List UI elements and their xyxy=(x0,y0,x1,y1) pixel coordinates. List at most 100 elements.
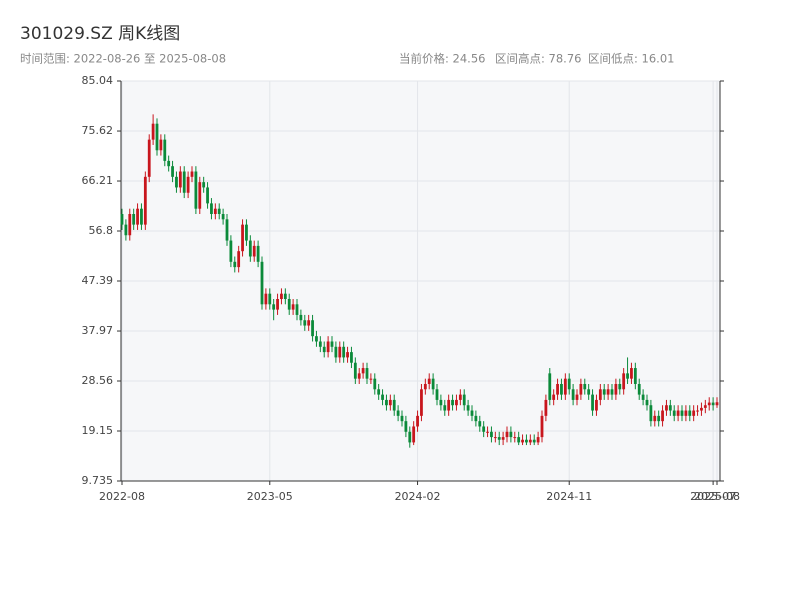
candle-body xyxy=(665,405,668,411)
candle-body xyxy=(439,399,443,406)
candle-body xyxy=(591,394,594,411)
candle-body xyxy=(595,399,598,411)
candle-body xyxy=(661,410,664,422)
candle-body xyxy=(692,410,696,416)
candle-body xyxy=(455,399,458,406)
candle-body xyxy=(560,383,563,395)
candle-body xyxy=(676,410,680,416)
candle-body xyxy=(365,368,369,379)
candle-body xyxy=(633,368,637,384)
candle-body xyxy=(346,352,349,358)
candle-body xyxy=(404,421,408,432)
candle-body xyxy=(412,426,416,443)
candle-body xyxy=(334,346,338,358)
candle-body xyxy=(120,214,124,225)
candle-body xyxy=(587,389,591,395)
stat-current: 当前价格: 24.56 xyxy=(399,52,485,66)
candle-body xyxy=(525,439,528,443)
y-tick-label: 19.15 xyxy=(82,424,114,437)
candle-body xyxy=(287,298,291,310)
candle-body xyxy=(140,208,143,225)
candle-body xyxy=(388,399,392,406)
candle-body xyxy=(447,399,451,411)
candle-body xyxy=(630,368,633,379)
candle-body xyxy=(606,389,610,395)
candle-body xyxy=(369,378,373,380)
candle-body xyxy=(486,431,489,433)
candle-body xyxy=(182,171,186,193)
candle-body xyxy=(427,378,431,384)
candle-body xyxy=(602,389,606,395)
candle-body xyxy=(614,383,618,395)
candle-body xyxy=(143,176,147,225)
candle-body xyxy=(291,304,295,310)
candle-body xyxy=(626,373,629,379)
candle-body xyxy=(532,439,536,443)
candle-body xyxy=(307,320,311,326)
candle-body xyxy=(248,240,252,257)
candle-body xyxy=(342,346,346,358)
stat-high: 区间高点: 78.76 xyxy=(495,52,581,66)
candle-body xyxy=(373,378,377,390)
candle-body xyxy=(420,389,423,416)
x-tick-label: 2025-08 xyxy=(694,490,740,503)
candle-body xyxy=(645,399,649,406)
candle-body xyxy=(330,341,334,347)
candle-body xyxy=(696,410,699,412)
candle-body xyxy=(423,383,427,390)
candle-body xyxy=(451,399,454,406)
candle-body xyxy=(443,405,447,411)
candle-body xyxy=(178,171,182,188)
candle-body xyxy=(435,389,439,400)
candle-body xyxy=(567,378,571,390)
x-tick-label: 2022-08 xyxy=(99,490,145,503)
candle-body xyxy=(167,160,171,167)
candle-body xyxy=(684,410,688,416)
candle-body xyxy=(194,171,198,209)
candle-body xyxy=(350,352,353,363)
candle-body xyxy=(256,245,260,262)
y-tick-label: 47.39 xyxy=(82,274,114,287)
candle-body xyxy=(493,437,497,439)
candle-body xyxy=(466,405,470,411)
candle-body xyxy=(353,362,357,379)
candle-body xyxy=(497,437,501,440)
y-tick-label: 28.56 xyxy=(82,374,114,387)
candle-body xyxy=(462,394,466,406)
candle-body xyxy=(338,346,342,358)
candle-body xyxy=(548,373,552,400)
candle-body xyxy=(482,426,486,432)
candle-body xyxy=(190,171,194,177)
x-tick-label: 2024-11 xyxy=(546,490,592,503)
candle-body xyxy=(171,166,174,177)
candle-body xyxy=(132,214,136,225)
x-tick-label: 2023-05 xyxy=(247,490,293,503)
candle-body xyxy=(283,293,287,299)
candle-body xyxy=(268,293,272,305)
candle-body xyxy=(318,341,322,347)
candle-body xyxy=(225,219,229,241)
candle-body xyxy=(416,415,419,427)
candle-body xyxy=(707,402,711,406)
candle-body xyxy=(175,176,178,188)
candle-body xyxy=(252,245,256,257)
y-tick-label: 56.8 xyxy=(89,224,114,237)
x-tick-label: 2025-07 xyxy=(690,490,736,503)
candle-body xyxy=(579,383,583,395)
candle-body xyxy=(206,187,209,204)
candle-body xyxy=(326,341,330,353)
x-tick-label: 2024-02 xyxy=(395,490,441,503)
candle-body xyxy=(571,389,575,400)
chart-subtitle: 时间范围: 2022-08-26 至 2025-08-08 xyxy=(20,52,226,66)
candle-body xyxy=(680,410,684,416)
candle-body xyxy=(217,208,221,215)
candle-body xyxy=(657,415,661,422)
candle-body xyxy=(653,415,657,422)
candle-body xyxy=(229,240,233,262)
candle-body xyxy=(136,208,139,225)
candle-body xyxy=(377,389,381,395)
candle-body xyxy=(124,224,128,236)
candle-body xyxy=(155,123,159,151)
candle-body xyxy=(396,410,400,416)
